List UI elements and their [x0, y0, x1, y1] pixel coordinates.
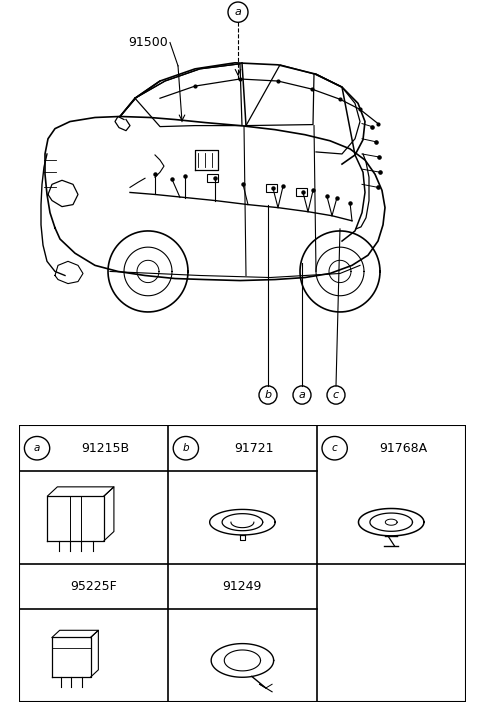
Text: 91215B: 91215B	[82, 442, 130, 454]
Bar	[207, 174, 218, 182]
Text: c: c	[332, 443, 337, 453]
Text: 91721: 91721	[235, 442, 274, 454]
Text: b: b	[182, 443, 189, 453]
Text: b: b	[264, 390, 272, 400]
Bar	[266, 184, 277, 192]
Text: 91768A: 91768A	[379, 442, 427, 454]
Text: a: a	[34, 443, 40, 453]
Text: 91249: 91249	[223, 580, 262, 593]
Text: 95225F: 95225F	[70, 580, 117, 593]
Text: c: c	[333, 390, 339, 400]
Bar	[296, 189, 307, 196]
Text: a: a	[235, 7, 241, 17]
Text: 91500: 91500	[128, 36, 168, 49]
Text: a: a	[299, 390, 305, 400]
